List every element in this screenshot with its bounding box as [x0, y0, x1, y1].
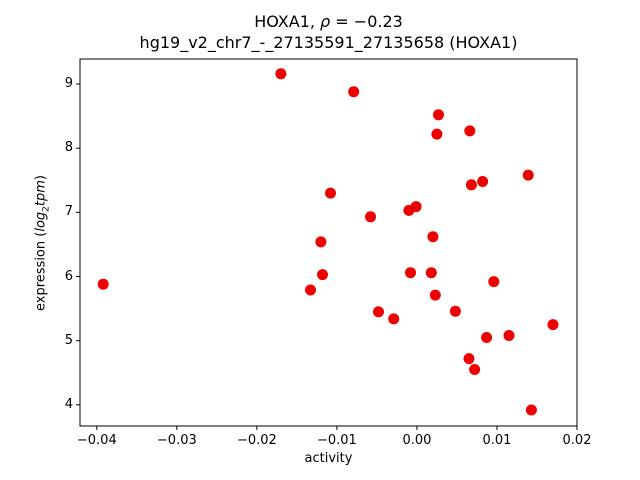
scatter-point: [431, 128, 443, 140]
rho-value: = −0.23: [330, 12, 403, 31]
scatter-point: [465, 179, 477, 191]
scatter-point: [348, 86, 360, 98]
scatter-point: [405, 267, 416, 279]
scatter-point: [522, 169, 534, 181]
scatter-point: [429, 289, 441, 301]
y-label-suffix: ): [33, 175, 49, 181]
scatter-point: [410, 201, 422, 213]
y-label-log: log: [33, 211, 49, 232]
chart-title: HOXA1, ρ = −0.23: [17, 12, 640, 32]
y-label-prefix: expression (: [33, 231, 49, 311]
rho-symbol: ρ: [320, 12, 331, 31]
y-label-log-base: 2: [41, 206, 52, 212]
y-label-tpm: tpm: [33, 180, 49, 207]
scatter-point: [449, 305, 461, 317]
scatter-point: [305, 284, 316, 296]
x-axis-label: activity: [304, 451, 353, 466]
title-separator: ,: [309, 12, 321, 31]
plot-frame: [79, 58, 578, 427]
scatter-point: [464, 125, 476, 137]
scatter-point: [488, 276, 500, 288]
scatter-point: [317, 269, 328, 281]
scatter-point: [469, 364, 481, 375]
scatter-point: [365, 211, 376, 223]
scatter-point: [325, 187, 336, 199]
scatter-point: [481, 332, 493, 343]
scatter-point: [373, 306, 384, 318]
scatter-point: [463, 353, 475, 365]
scatter-point: [275, 68, 287, 80]
scatter-point: [433, 109, 444, 121]
scatter-point: [388, 313, 400, 325]
title-gene: HOXA1: [254, 12, 310, 31]
y-axis-label: expression (log2tpm): [34, 175, 55, 311]
scatter-point: [503, 330, 515, 341]
scatter-point: [427, 231, 439, 243]
scatter-point: [477, 176, 489, 187]
chart-subtitle: hg19_v2_chr7_-_27135591_27135658 (HOXA1): [139, 33, 518, 52]
scatter-point: [425, 267, 437, 279]
scatter-point: [547, 319, 559, 331]
scatter-point: [525, 404, 537, 416]
scatter-point: [315, 236, 327, 248]
scatter-point: [97, 278, 109, 290]
